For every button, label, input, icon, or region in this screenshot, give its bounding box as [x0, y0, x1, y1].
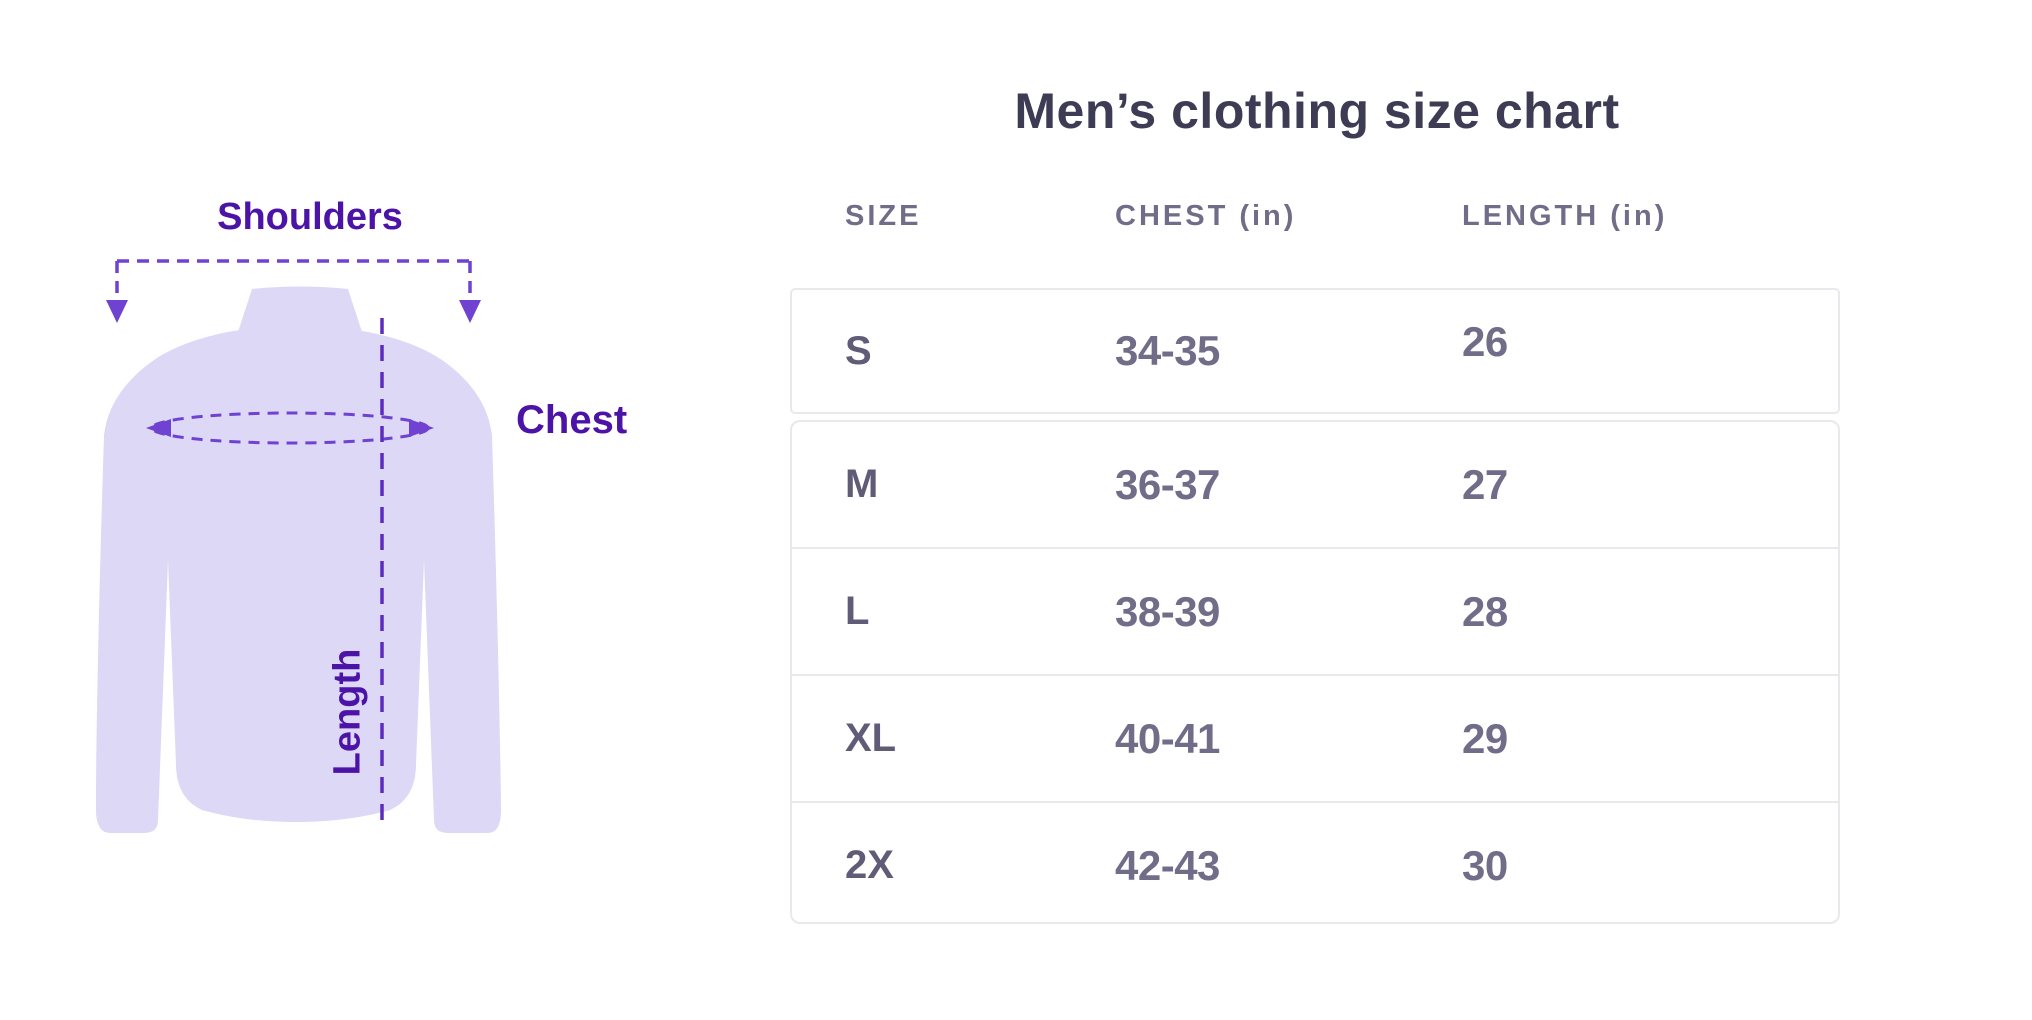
table-row: S 34-35 26	[792, 290, 1838, 412]
cell-size: XL	[845, 716, 897, 760]
table-row: M 36-37 27	[792, 422, 1838, 549]
column-header-length: LENGTH (in)	[1462, 200, 1668, 232]
cell-chest: 40-41	[1115, 714, 1220, 762]
chest-arrow-right-icon	[409, 419, 434, 437]
column-header-chest: CHEST (in)	[1115, 200, 1297, 232]
table-row: XL 40-41 29	[792, 676, 1838, 803]
cell-size: S	[845, 328, 872, 373]
shirt-silhouette	[95, 330, 502, 833]
cell-size: L	[845, 589, 870, 633]
table-row-group-s: S 34-35 26	[790, 288, 1840, 414]
chest-label: Chest	[516, 398, 628, 442]
cell-chest: 34-35	[1115, 327, 1220, 374]
shoulders-arrow-right-icon	[459, 300, 481, 323]
shoulders-measure-lines	[115, 259, 472, 302]
cell-chest: 42-43	[1115, 841, 1220, 889]
table-header-row: SIZE CHEST (in) LENGTH (in)	[790, 200, 1844, 240]
cell-length: 27	[1462, 460, 1508, 508]
shoulders-label: Shoulders	[217, 196, 403, 238]
chest-arrow-left-icon	[146, 419, 171, 437]
shirt-diagram	[95, 259, 502, 833]
cell-chest: 36-37	[1115, 460, 1220, 508]
length-label: Length	[326, 648, 369, 776]
shirt-collar	[238, 286, 362, 337]
cell-chest: 38-39	[1115, 587, 1220, 635]
cell-length: 29	[1462, 714, 1508, 762]
table-row: L 38-39 28	[792, 549, 1838, 676]
cell-size: M	[845, 462, 879, 506]
cell-size: 2X	[845, 843, 894, 887]
table-row: 2X 42-43 30	[792, 803, 1838, 928]
page-title: Men’s clothing size chart	[1014, 83, 1620, 139]
column-header-size: SIZE	[845, 200, 922, 232]
shoulders-arrow-left-icon	[106, 300, 128, 323]
cell-length: 26	[1462, 318, 1508, 365]
cell-length: 28	[1462, 587, 1508, 635]
table-row-group-m-2x: M 36-37 27 L 38-39 28 XL 40-41 29 2X 42-…	[790, 420, 1840, 924]
cell-length: 30	[1462, 841, 1508, 889]
